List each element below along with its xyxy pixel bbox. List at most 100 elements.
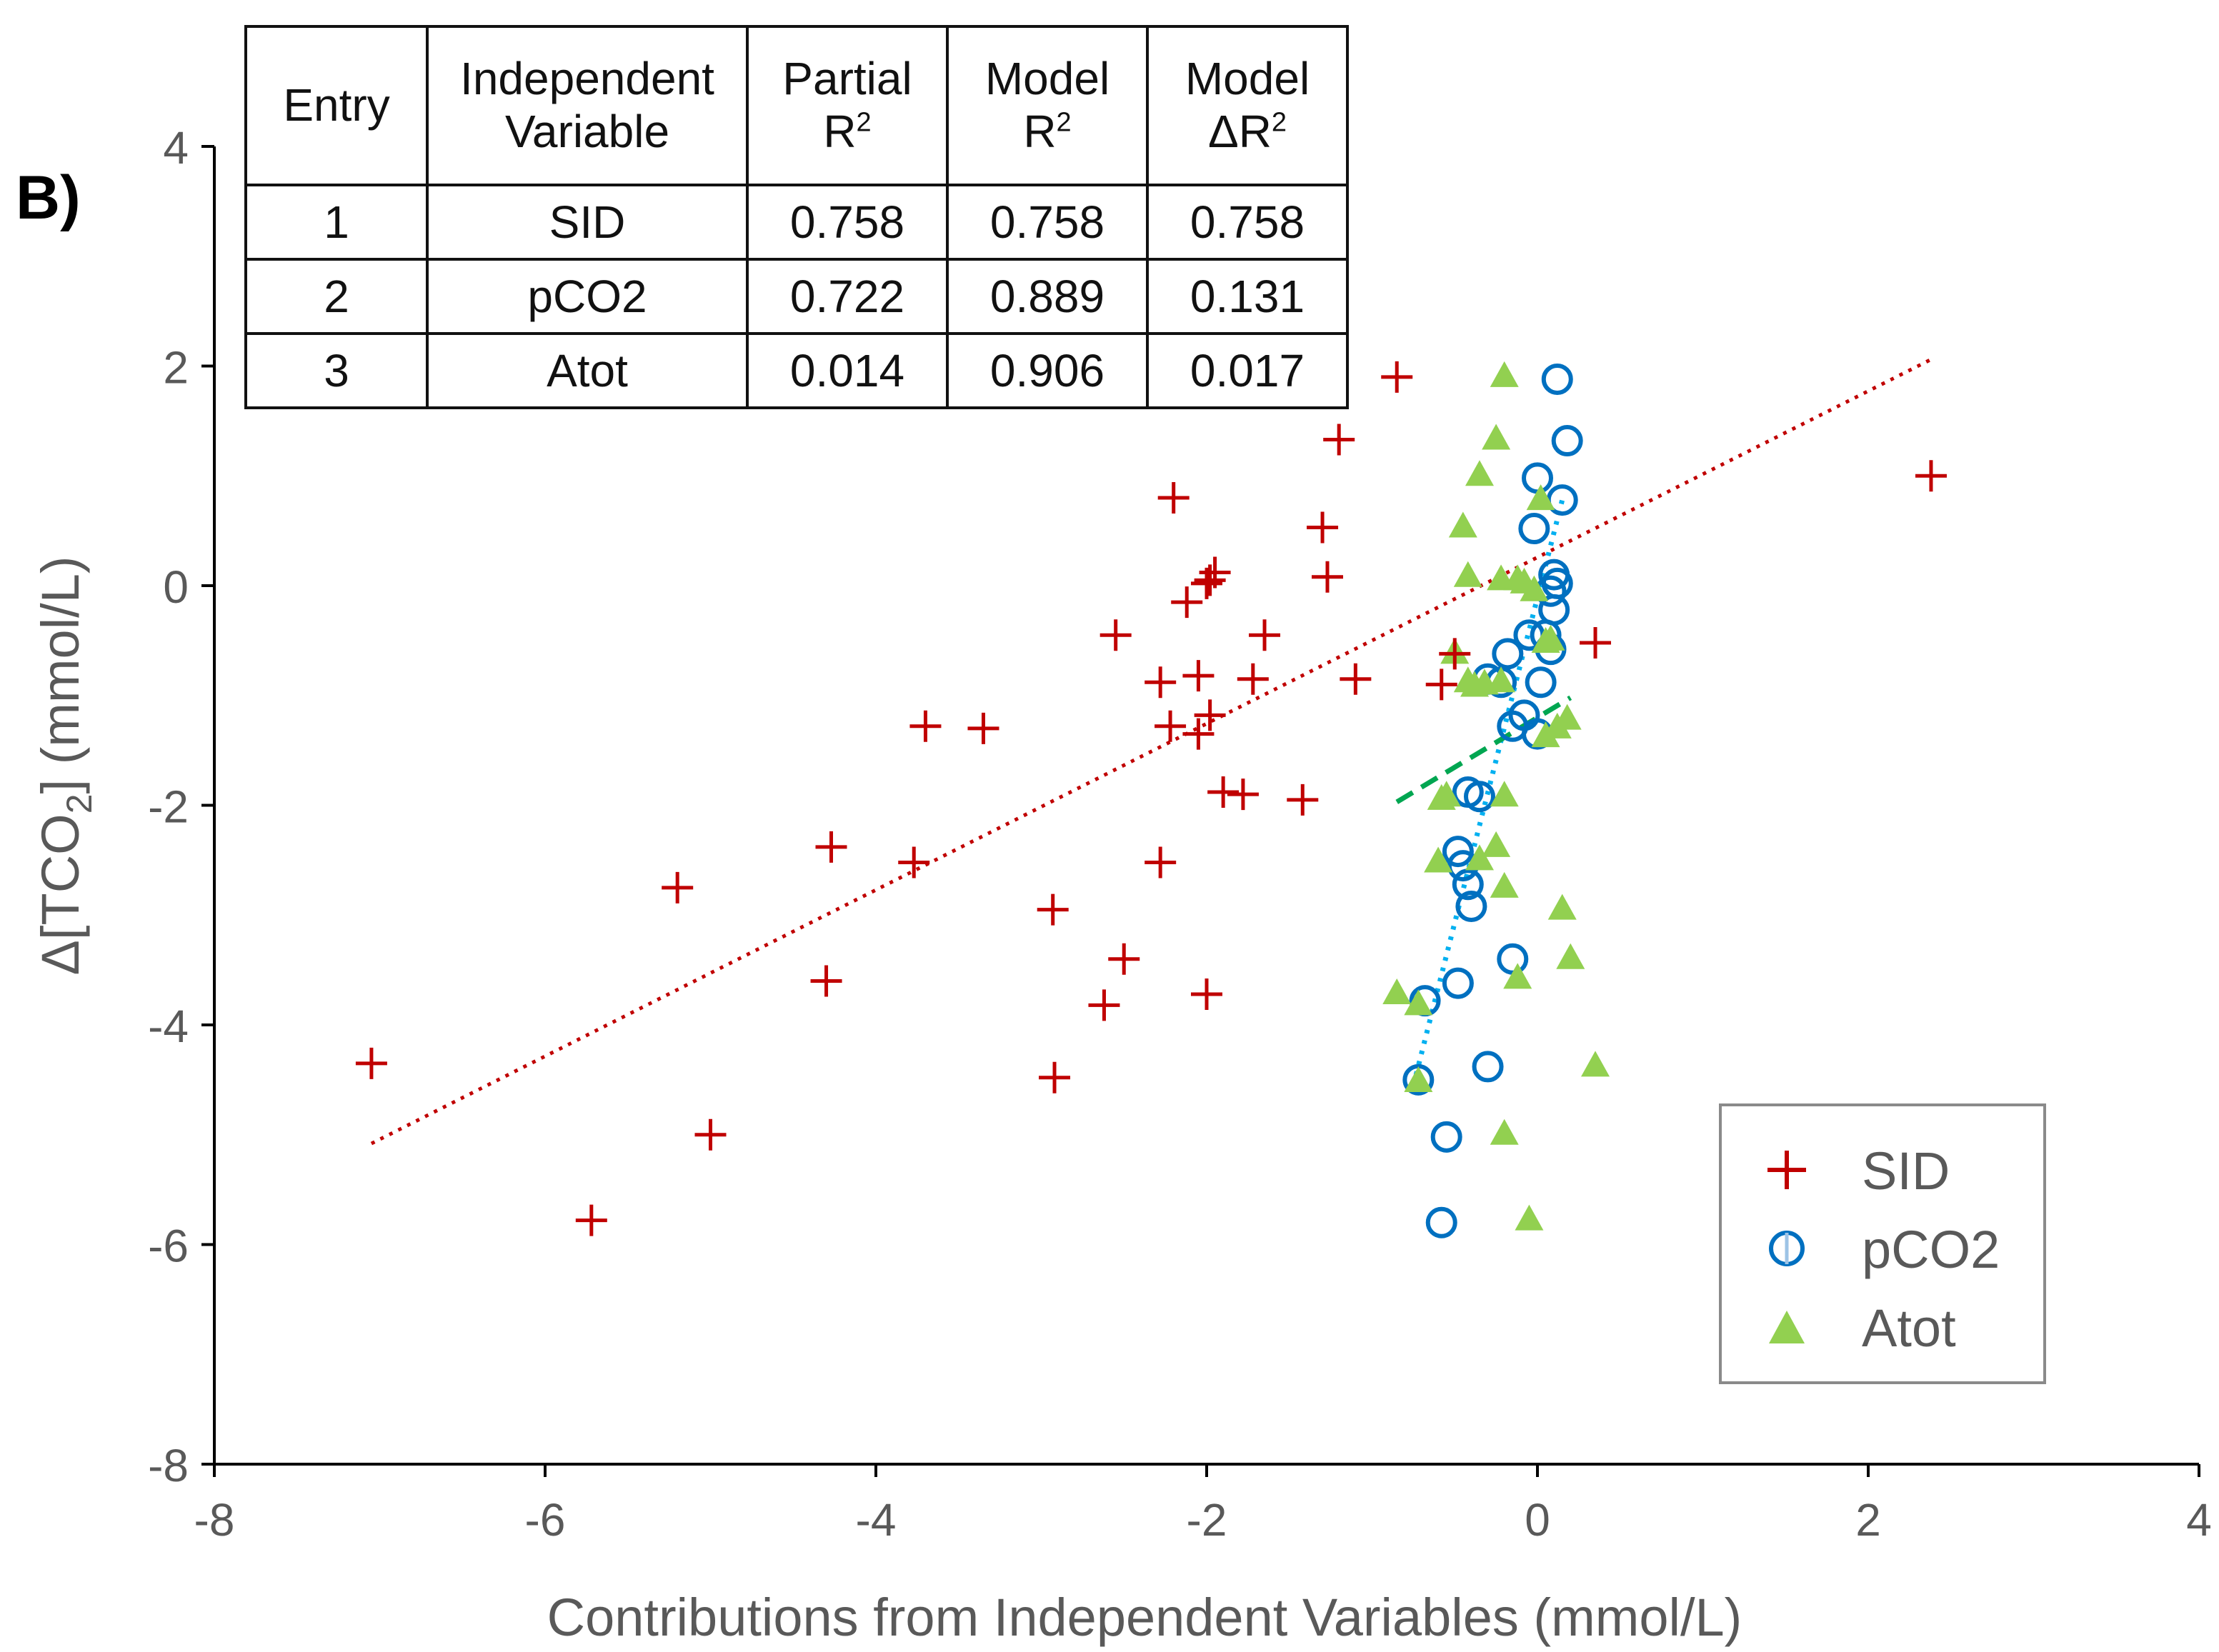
atot-point (1427, 784, 1456, 810)
y-tick-label: -4 (148, 1001, 189, 1052)
sid-point (898, 846, 930, 878)
sid-point (1108, 943, 1140, 975)
x-tick-label: -6 (525, 1494, 566, 1546)
y-axis-label-subscript: 2 (59, 794, 99, 814)
pco2-point (1525, 666, 1557, 699)
sid-point (1037, 893, 1069, 926)
cell-model-delta-r2: 0.017 (1146, 332, 1349, 409)
pco2-point (1518, 513, 1550, 545)
y-axis-label-prefix: Δ[TCO (31, 814, 90, 975)
pco2-point (1402, 1063, 1435, 1096)
atot-point (1424, 846, 1453, 873)
header-independent-variable: Independent Variable (426, 25, 749, 186)
sid-point (1307, 511, 1339, 544)
cell-model-r2: 0.889 (946, 258, 1149, 335)
atot-point (1465, 460, 1494, 486)
x-axis-label: Contributions from Independent Variables… (547, 1588, 1742, 1647)
y-tick-label: 4 (163, 122, 189, 174)
sid-point (694, 1118, 727, 1151)
atot-point (1536, 624, 1565, 651)
table-header-row: Entry Independent Variable Partial R2 Mode… (244, 25, 1349, 186)
atot-point (1490, 1118, 1519, 1145)
x-tick-label: 2 (1855, 1494, 1881, 1546)
triangle-marker-icon (1769, 1311, 1805, 1343)
sid-point (1182, 660, 1215, 692)
sid-point (1191, 567, 1222, 599)
sid-point (810, 965, 842, 997)
sid-point (815, 831, 847, 863)
legend-label-atot: Atot (1862, 1298, 1956, 1358)
cell-partial-r2: 0.014 (746, 332, 949, 409)
header-partial-r2: Partial R2 (746, 25, 949, 186)
table-row: 3 Atot 0.014 0.906 0.017 (244, 332, 1349, 409)
regression-table: Entry Independent Variable Partial R2 Mode… (244, 25, 1349, 409)
sid-point (1580, 626, 1612, 659)
legend-item-sid: SID (1722, 1132, 2043, 1211)
pco2-point (1522, 462, 1553, 494)
sid-point (575, 1204, 607, 1236)
atot-point (1515, 1204, 1544, 1231)
sid-point (662, 871, 694, 903)
sid-point (1171, 586, 1203, 619)
atot-point (1490, 781, 1519, 807)
atot-point (1482, 831, 1511, 857)
cell-partial-r2: 0.758 (746, 184, 949, 261)
cell-model-delta-r2: 0.758 (1146, 184, 1349, 261)
cell-model-delta-r2: 0.131 (1146, 258, 1349, 335)
sid-point (1157, 482, 1190, 514)
sid-point (1099, 619, 1132, 651)
sid-point (1323, 424, 1355, 456)
x-tick-label: 4 (2186, 1494, 2212, 1546)
atot-point (1487, 666, 1516, 693)
header-model-r2: Model R2 (946, 25, 1149, 186)
atot-point (1526, 484, 1555, 511)
atot-point (1404, 1066, 1433, 1092)
sid-point (1381, 361, 1413, 393)
cell-entry: 1 (244, 184, 429, 261)
y-tick-label: -2 (148, 781, 189, 833)
sid-point (1915, 460, 1947, 492)
cell-variable: Atot (426, 332, 749, 409)
atot-point (1490, 361, 1519, 387)
legend-item-atot: Atot (1722, 1289, 2043, 1368)
y-axis-label-suffix: ] (mmol/L) (31, 556, 90, 794)
data-points (355, 361, 1947, 1238)
sid-point (1207, 776, 1240, 809)
sid-trend-line (370, 358, 1933, 1146)
cell-variable: SID (426, 184, 749, 261)
legend-label-pco2: pCO2 (1862, 1220, 2000, 1279)
sid-point (909, 710, 942, 742)
y-tick-label: 0 (163, 561, 189, 613)
pco2-point (1455, 890, 1487, 922)
atot-point (1460, 671, 1490, 697)
sid-point (1287, 784, 1319, 816)
legend-label-sid: SID (1862, 1141, 1950, 1201)
x-tick-label: -4 (856, 1494, 897, 1546)
trend-lines (370, 358, 1933, 1146)
y-tick-label: -8 (148, 1440, 189, 1491)
atot-point (1581, 1051, 1610, 1077)
atot-point (1453, 561, 1482, 587)
panel-label: B) (16, 164, 81, 232)
atot-point (1482, 424, 1511, 450)
atot-point (1490, 871, 1519, 898)
atot-point (1404, 989, 1433, 1016)
pco2-point (1463, 781, 1495, 813)
x-tick-label: -8 (194, 1494, 235, 1546)
atot-point (1503, 963, 1532, 989)
pco2-point (1541, 363, 1573, 395)
sid-point (1340, 663, 1372, 695)
atot-trend-line (1395, 695, 1572, 804)
plus-marker-icon (1767, 1151, 1806, 1189)
pco2-point (1442, 967, 1474, 999)
atot-point (1556, 943, 1585, 969)
cell-model-r2: 0.758 (946, 184, 1149, 261)
cell-entry: 2 (244, 258, 429, 335)
sid-point (1425, 669, 1457, 701)
table-row: 2 pCO2 0.722 0.889 0.131 (244, 258, 1349, 335)
pco2-point (1452, 868, 1484, 901)
sid-point (1237, 663, 1269, 695)
legend-item-pco2: pCO2 (1722, 1211, 2043, 1289)
x-tick-label: 0 (1525, 1494, 1550, 1546)
